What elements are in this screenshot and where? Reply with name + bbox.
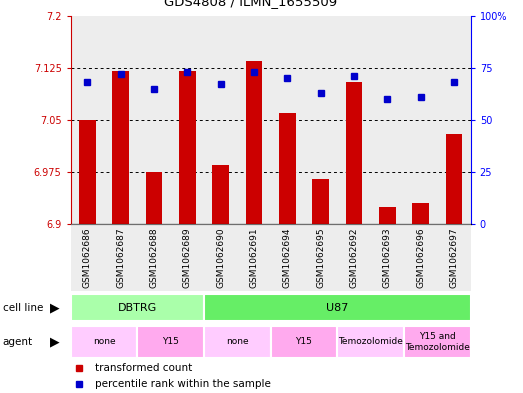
Text: U87: U87 bbox=[326, 303, 348, 312]
Text: GSM1062692: GSM1062692 bbox=[349, 227, 358, 288]
Bar bbox=[79, 120, 96, 224]
Text: GSM1062694: GSM1062694 bbox=[283, 227, 292, 288]
Bar bbox=[412, 203, 429, 224]
Bar bbox=[71, 224, 104, 291]
Bar bbox=[112, 71, 129, 224]
Text: GSM1062687: GSM1062687 bbox=[116, 227, 125, 288]
Bar bbox=[145, 172, 162, 224]
Bar bbox=[371, 16, 404, 224]
Bar bbox=[437, 224, 471, 291]
Text: Temozolomide: Temozolomide bbox=[338, 338, 403, 346]
Text: GSM1062689: GSM1062689 bbox=[183, 227, 192, 288]
Text: Y15: Y15 bbox=[162, 338, 179, 346]
Text: GSM1062693: GSM1062693 bbox=[383, 227, 392, 288]
Bar bbox=[337, 326, 404, 358]
Bar bbox=[71, 16, 104, 224]
Bar bbox=[212, 165, 229, 224]
Text: DBTRG: DBTRG bbox=[118, 303, 157, 312]
Bar bbox=[404, 326, 471, 358]
Text: GSM1062691: GSM1062691 bbox=[249, 227, 258, 288]
Text: Y15: Y15 bbox=[295, 338, 312, 346]
Bar bbox=[312, 179, 329, 224]
Bar bbox=[237, 224, 271, 291]
Text: GSM1062697: GSM1062697 bbox=[450, 227, 459, 288]
Bar bbox=[437, 16, 471, 224]
Bar bbox=[404, 224, 437, 291]
Text: GSM1062690: GSM1062690 bbox=[216, 227, 225, 288]
Text: GSM1062695: GSM1062695 bbox=[316, 227, 325, 288]
Text: cell line: cell line bbox=[3, 303, 43, 312]
Bar bbox=[71, 294, 204, 321]
Bar bbox=[371, 224, 404, 291]
Text: transformed count: transformed count bbox=[95, 364, 192, 373]
Bar bbox=[204, 16, 237, 224]
Text: none: none bbox=[226, 338, 248, 346]
Bar bbox=[137, 16, 170, 224]
Bar bbox=[346, 82, 362, 224]
Bar bbox=[404, 16, 437, 224]
Bar bbox=[204, 326, 271, 358]
Text: none: none bbox=[93, 338, 115, 346]
Bar bbox=[279, 113, 295, 224]
Text: ▶: ▶ bbox=[50, 301, 60, 314]
Bar bbox=[104, 224, 137, 291]
Bar bbox=[270, 16, 304, 224]
Bar bbox=[271, 326, 337, 358]
Bar bbox=[104, 16, 137, 224]
Bar bbox=[271, 224, 304, 291]
Bar bbox=[170, 16, 204, 224]
Text: agent: agent bbox=[3, 337, 33, 347]
Text: ▶: ▶ bbox=[50, 335, 60, 349]
Bar bbox=[446, 134, 462, 224]
Text: GSM1062686: GSM1062686 bbox=[83, 227, 92, 288]
Bar bbox=[337, 224, 371, 291]
Bar bbox=[170, 224, 204, 291]
Bar bbox=[379, 207, 396, 224]
Bar bbox=[204, 294, 471, 321]
Bar bbox=[71, 326, 137, 358]
Bar bbox=[337, 16, 371, 224]
Bar bbox=[179, 71, 196, 224]
Bar bbox=[237, 16, 270, 224]
Title: GDS4808 / ILMN_1655509: GDS4808 / ILMN_1655509 bbox=[164, 0, 337, 7]
Text: Y15 and
Temozolomide: Y15 and Temozolomide bbox=[405, 332, 470, 352]
Text: percentile rank within the sample: percentile rank within the sample bbox=[95, 378, 270, 389]
Bar bbox=[137, 326, 204, 358]
Bar bbox=[304, 224, 337, 291]
Bar bbox=[204, 224, 237, 291]
Text: GSM1062688: GSM1062688 bbox=[150, 227, 158, 288]
Text: GSM1062696: GSM1062696 bbox=[416, 227, 425, 288]
Bar bbox=[246, 61, 263, 224]
Bar bbox=[137, 224, 170, 291]
Bar bbox=[304, 16, 337, 224]
